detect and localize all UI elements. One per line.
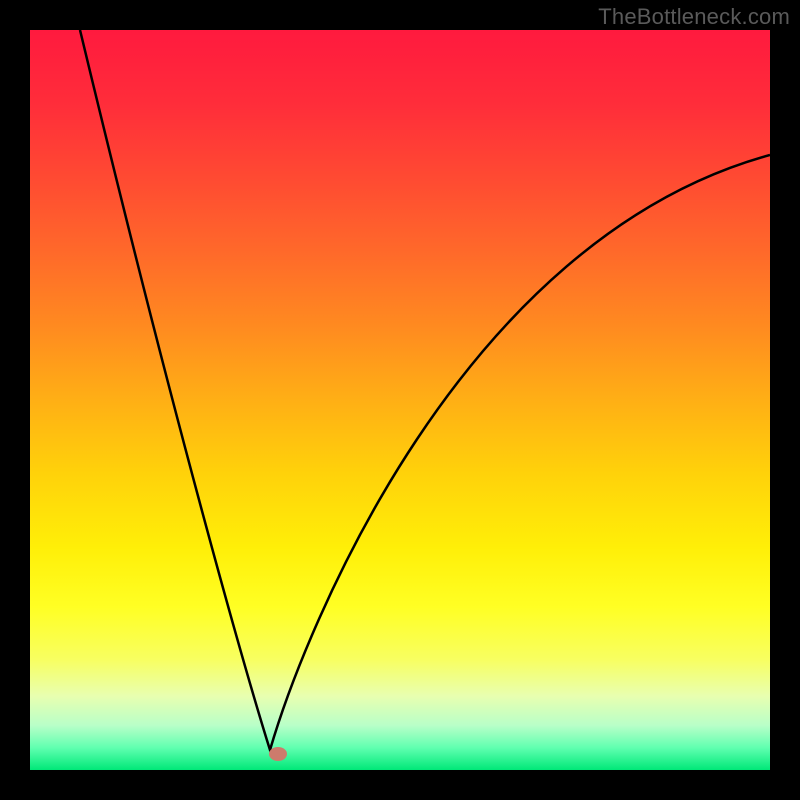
gradient-background [30, 30, 770, 770]
watermark-text: TheBottleneck.com [598, 4, 790, 30]
bottleneck-chart: TheBottleneck.com [0, 0, 800, 800]
optimum-marker [269, 747, 287, 761]
plot-area [30, 30, 770, 770]
chart-svg [30, 30, 770, 770]
